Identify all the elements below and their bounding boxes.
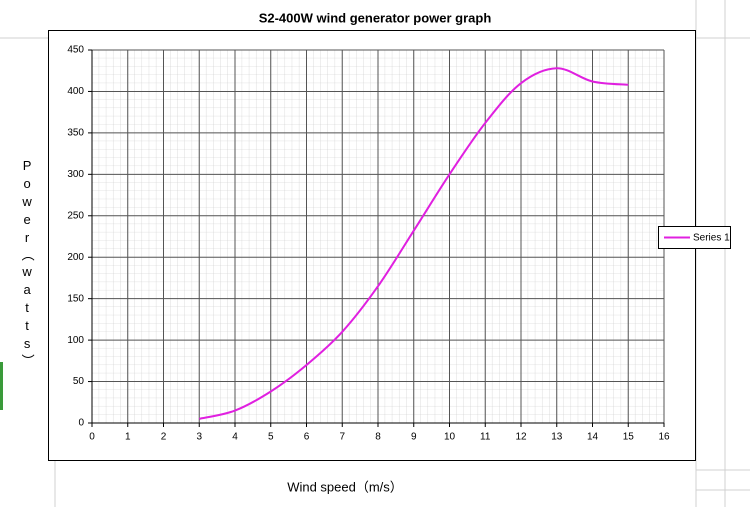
y-tick-label: 250: [67, 210, 84, 221]
x-tick-label: 13: [551, 432, 563, 443]
y-tick-label: 400: [67, 86, 84, 97]
y-tick-label: 450: [67, 45, 84, 56]
legend-box: [658, 226, 731, 249]
x-tick-label: 8: [375, 432, 381, 443]
y-tick-label: 50: [73, 376, 85, 387]
x-tick-label: 12: [515, 432, 527, 443]
legend-label: Series 1: [693, 233, 730, 244]
y-tick-label: 200: [67, 252, 84, 263]
x-tick-label: 5: [268, 432, 274, 443]
x-tick-label: 6: [304, 432, 310, 443]
x-tick-label: 15: [623, 432, 635, 443]
x-tick-label: 9: [411, 432, 417, 443]
x-tick-label: 11: [480, 432, 491, 443]
x-tick-label: 3: [196, 432, 202, 443]
y-axis-title: Power（watts）: [20, 158, 35, 370]
x-tick-label: 4: [232, 432, 238, 443]
x-tick-label: 16: [658, 432, 670, 443]
x-tick-label: 10: [444, 432, 456, 443]
series-line: [199, 67, 629, 420]
y-tick-label: 350: [67, 128, 84, 139]
y-tick-label: 100: [67, 335, 84, 346]
x-axis-title: Wind speed（m/s）: [287, 479, 403, 494]
x-tick-label: 0: [89, 432, 95, 443]
x-tick-label: 2: [161, 432, 167, 443]
chart-title: S2-400W wind generator power graph: [259, 10, 492, 25]
y-tick-label: 300: [67, 169, 84, 180]
x-tick-label: 1: [125, 432, 131, 443]
y-tick-label: 150: [67, 293, 84, 304]
x-tick-label: 14: [587, 432, 599, 443]
sheet-marker: [0, 362, 3, 410]
x-tick-label: 7: [339, 432, 345, 443]
y-tick-label: 0: [78, 418, 84, 429]
